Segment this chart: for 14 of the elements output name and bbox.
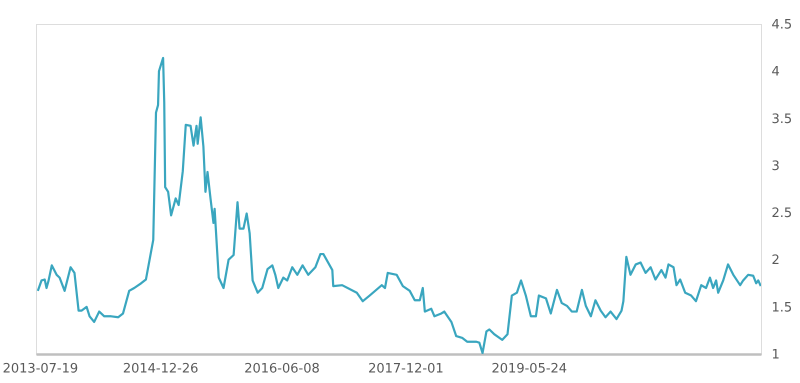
y-tick-label: 1 bbox=[772, 348, 780, 362]
x-tick-label: 2016-06-08 bbox=[244, 362, 320, 376]
y-tick-label: 2 bbox=[772, 253, 780, 268]
y-tick-label: 3.5 bbox=[772, 112, 792, 127]
y-tick-label: 2.5 bbox=[772, 206, 792, 222]
line-series bbox=[36, 56, 761, 354]
x-tick-label: 2013-07-19 bbox=[2, 362, 78, 376]
y-tick-label: 4 bbox=[772, 64, 780, 80]
x-tick-label: 2019-05-24 bbox=[492, 362, 568, 376]
y-tick-label: 4.5 bbox=[772, 18, 792, 32]
x-tick-label: 2017-12-01 bbox=[368, 362, 444, 376]
y-tick-label: 3 bbox=[772, 158, 780, 174]
x-tick-label: 2014-12-26 bbox=[122, 362, 198, 376]
y-tick-label: 1.5 bbox=[772, 300, 792, 316]
